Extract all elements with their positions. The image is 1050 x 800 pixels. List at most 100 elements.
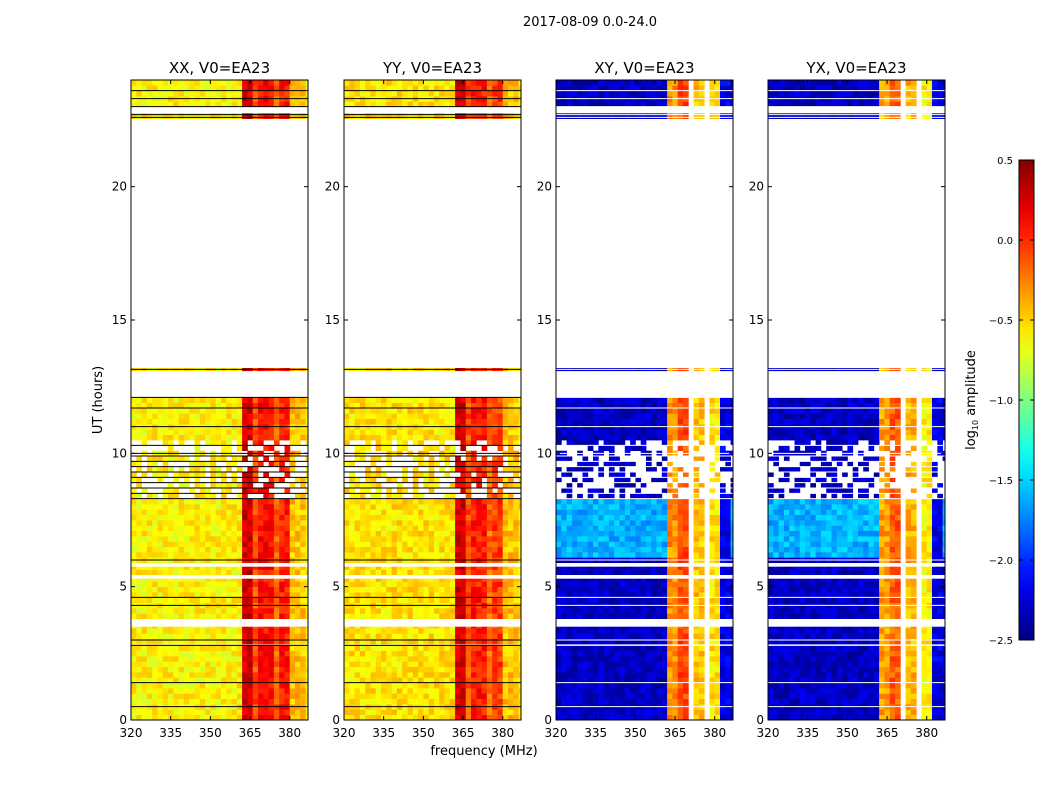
heatmap-cell	[418, 434, 424, 441]
heatmap-cell	[183, 397, 190, 403]
heatmap-cell	[370, 456, 377, 462]
heatmap-cell	[412, 578, 419, 582]
heatmap-cell	[698, 626, 705, 629]
heatmap-cell	[344, 525, 350, 531]
heatmap-cell	[412, 514, 419, 521]
heatmap-cell	[210, 661, 217, 667]
heatmap-cell	[279, 429, 285, 435]
heatmap-cell	[455, 101, 461, 107]
heatmap-cell	[402, 530, 408, 537]
heatmap-cell	[183, 645, 190, 651]
heatmap-cell	[439, 434, 445, 441]
heatmap-cell	[375, 397, 382, 403]
heatmap-cell	[199, 608, 206, 614]
heatmap-cell	[556, 645, 562, 651]
heatmap-cell	[714, 645, 721, 651]
heatmap-cell	[508, 493, 514, 499]
heatmap-cell	[258, 101, 264, 107]
heatmap-cell	[252, 638, 259, 645]
heatmap-cell	[476, 566, 482, 570]
heatmap-cell	[439, 397, 445, 403]
heatmap-cell	[375, 578, 382, 582]
heatmap-cell	[354, 672, 361, 678]
heatmap-cell	[157, 569, 164, 575]
heatmap-cell	[375, 552, 382, 558]
heatmap-cell	[136, 113, 142, 119]
heatmap-cell	[375, 429, 382, 435]
heatmap-cell	[152, 546, 158, 553]
heatmap-cell	[460, 408, 467, 414]
heatmap-cell	[476, 413, 482, 419]
heatmap-cell	[396, 578, 403, 582]
heatmap-cell	[226, 581, 232, 587]
heatmap-cell	[300, 656, 306, 662]
heatmap-cell	[407, 682, 414, 689]
heatmap-cell	[194, 477, 201, 483]
heatmap-cell	[349, 546, 355, 553]
heatmap-cell	[407, 581, 414, 587]
heatmap-cell	[162, 466, 169, 473]
heatmap-cell	[365, 578, 371, 582]
heatmap-cell	[131, 709, 137, 715]
heatmap-cell	[205, 656, 211, 662]
heatmap-cell	[614, 688, 620, 694]
heatmap-cell	[386, 688, 392, 694]
heatmap-cell	[577, 656, 583, 662]
heatmap-cell	[577, 633, 583, 639]
heatmap-cell	[152, 552, 158, 558]
heatmap-cell	[370, 85, 377, 91]
heatmap-cell	[412, 656, 419, 662]
heatmap-cell	[183, 677, 190, 683]
heatmap-cell	[194, 434, 201, 441]
heatmap-cell	[577, 688, 583, 694]
heatmap-cell	[434, 402, 440, 409]
heatmap-cell	[131, 578, 137, 582]
heatmap-cell	[252, 472, 259, 478]
heatmap-cell	[141, 472, 148, 478]
heatmap-cell	[194, 626, 201, 629]
heatmap-cell	[168, 520, 174, 526]
heatmap-cell	[571, 666, 578, 673]
heatmap-cell	[402, 698, 408, 705]
heatmap-cell	[402, 633, 408, 639]
heatmap-cell	[476, 581, 482, 587]
heatmap-cell	[709, 682, 716, 689]
heatmap-cell	[407, 592, 414, 598]
heatmap-cell	[300, 693, 306, 699]
heatmap-cell	[344, 520, 350, 526]
heatmap-cell	[396, 418, 403, 425]
heatmap-cell	[465, 682, 472, 689]
heatmap-cell	[131, 525, 137, 531]
heatmap-cell	[714, 661, 721, 667]
heatmap-cell	[295, 498, 301, 505]
heatmap-cell	[359, 666, 366, 673]
heatmap-cell	[199, 638, 206, 645]
heatmap-cell	[661, 633, 668, 639]
heatmap-cell	[582, 613, 589, 619]
heatmap-cell	[561, 714, 567, 721]
heatmap-cell	[157, 397, 164, 403]
heatmap-cell	[194, 498, 201, 505]
heatmap-cell	[481, 509, 488, 515]
heatmap-cell	[242, 477, 248, 483]
heatmap-cell	[136, 541, 142, 547]
heatmap-cell	[215, 418, 222, 425]
heatmap-cell	[236, 608, 243, 614]
heatmap-cell	[396, 693, 403, 699]
heatmap-cell	[460, 509, 467, 515]
heatmap-cell	[651, 661, 657, 667]
heatmap-cell	[566, 682, 573, 689]
heatmap-cell	[141, 682, 148, 689]
heatmap-cell	[168, 85, 174, 91]
heatmap-cell	[344, 638, 350, 645]
heatmap-cell	[497, 514, 504, 521]
heatmap-cell	[571, 645, 578, 651]
heatmap-cell	[683, 613, 689, 619]
heatmap-cell	[651, 638, 657, 645]
heatmap-cell	[396, 509, 403, 515]
heatmap-cell	[199, 672, 206, 678]
heatmap-cell	[571, 693, 578, 699]
heatmap-cell	[221, 638, 227, 645]
heatmap-cell	[157, 413, 164, 419]
